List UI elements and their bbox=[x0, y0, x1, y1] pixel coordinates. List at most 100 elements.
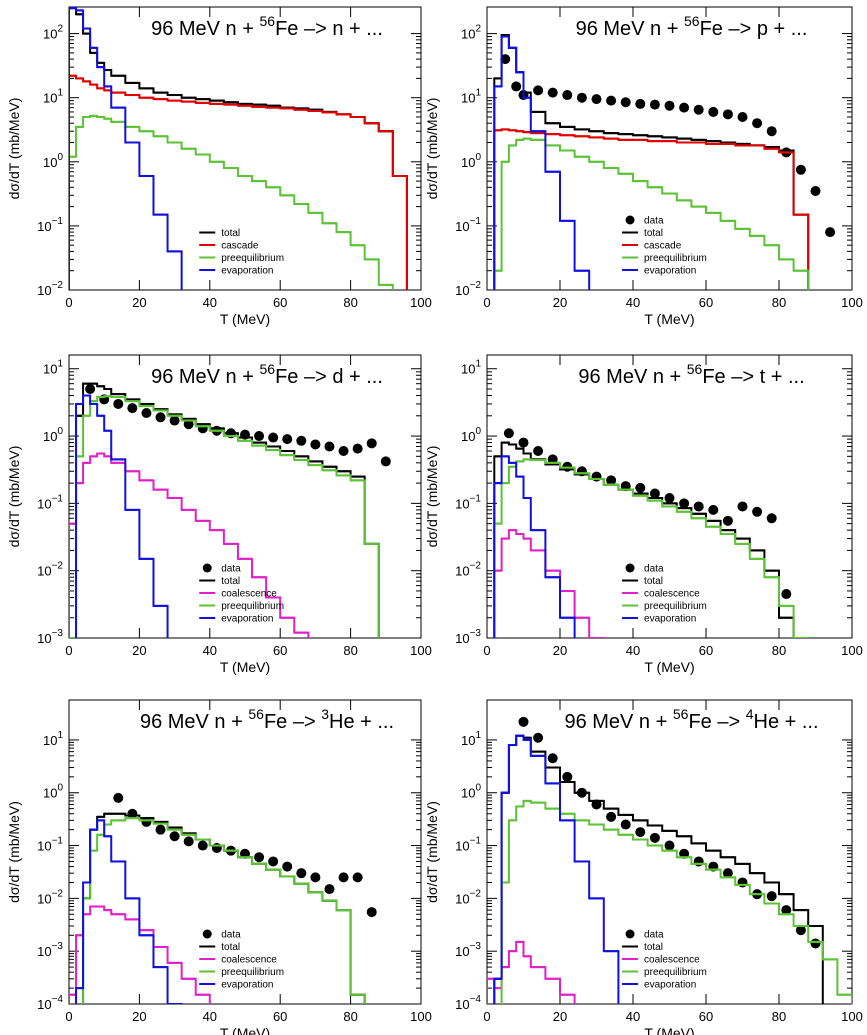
y-tick-exponent: −1 bbox=[52, 493, 64, 504]
y-tick-exponent: −3 bbox=[470, 628, 482, 639]
data-point bbox=[635, 827, 646, 838]
chart-title: 96 MeV n + 56Fe –> d + ... bbox=[151, 361, 383, 388]
data-point bbox=[664, 493, 675, 504]
y-tick-label: 10−2 bbox=[455, 888, 481, 906]
y-tick-exponent: −3 bbox=[52, 941, 64, 952]
y-tick-exponent: 1 bbox=[475, 730, 481, 741]
chart-title: 96 MeV n + 56Fe –> t + ... bbox=[578, 361, 804, 388]
data-point bbox=[380, 456, 391, 467]
y-tick-exponent: −3 bbox=[470, 941, 482, 952]
data-point bbox=[810, 186, 821, 197]
data-point bbox=[576, 92, 587, 103]
data-point bbox=[127, 403, 138, 414]
data-point bbox=[518, 437, 529, 448]
data-point bbox=[722, 515, 733, 526]
legend-label: preequilibrium bbox=[221, 967, 284, 978]
legend-label: evaporation bbox=[221, 614, 273, 625]
data-point bbox=[679, 102, 690, 113]
data-point bbox=[533, 732, 544, 743]
legend-label: data bbox=[644, 216, 664, 227]
data-point bbox=[825, 227, 836, 238]
data-point bbox=[737, 111, 748, 122]
y-tick-exponent: −1 bbox=[470, 216, 482, 227]
x-tick-label: 20 bbox=[132, 1009, 146, 1024]
y-tick-base: 10 bbox=[43, 91, 57, 106]
data-point bbox=[282, 861, 293, 872]
y-tick-base: 10 bbox=[455, 496, 469, 511]
data-point bbox=[211, 842, 222, 853]
y-tick-base: 10 bbox=[37, 839, 51, 854]
y-tick-label: 10−2 bbox=[455, 280, 481, 298]
y-tick-exponent: 0 bbox=[475, 152, 481, 163]
y-tick-label: 102 bbox=[43, 24, 63, 42]
data-point bbox=[795, 925, 806, 936]
x-tick-label: 100 bbox=[841, 295, 863, 310]
data-point bbox=[366, 907, 377, 918]
legend-label: coalescence bbox=[644, 955, 700, 966]
legend-label: total bbox=[221, 576, 240, 587]
legend-label: data bbox=[221, 564, 241, 575]
y-tick-exponent: 1 bbox=[57, 730, 63, 741]
chart-title: 96 MeV n + 56Fe –> p + ... bbox=[576, 13, 808, 40]
legend-label: evaporation bbox=[644, 980, 696, 991]
plot-frame bbox=[486, 6, 853, 291]
data-point bbox=[352, 443, 363, 454]
x-tick-label: 60 bbox=[273, 643, 287, 658]
data-point bbox=[338, 445, 349, 456]
data-point bbox=[240, 848, 250, 859]
legend-label: coalescence bbox=[221, 589, 277, 600]
histogram-outline bbox=[69, 7, 183, 290]
x-tick-label: 20 bbox=[553, 1009, 567, 1024]
y-tick-exponent: 0 bbox=[475, 426, 481, 437]
x-tick-label: 40 bbox=[626, 295, 640, 310]
x-tick-label: 0 bbox=[483, 1009, 490, 1024]
x-tick-label: 60 bbox=[273, 1009, 287, 1024]
legend-label: cascade bbox=[221, 241, 259, 252]
y-tick-label: 100 bbox=[461, 783, 481, 801]
y-tick-exponent: −2 bbox=[470, 280, 482, 291]
y-axis-label: dσ/dT (mb/MeV) bbox=[6, 446, 22, 548]
y-tick-exponent: −1 bbox=[470, 836, 482, 847]
y-tick-base: 10 bbox=[37, 564, 51, 579]
data-point bbox=[562, 90, 573, 101]
plot-area bbox=[493, 34, 836, 290]
x-tick-label: 80 bbox=[772, 295, 786, 310]
title-text: Fe –> d + ... bbox=[275, 366, 383, 388]
x-tick-label: 100 bbox=[410, 1009, 432, 1024]
x-tick-label: 40 bbox=[626, 1009, 640, 1024]
x-axis-label: T (MeV) bbox=[220, 1025, 270, 1035]
data-point bbox=[197, 840, 208, 851]
x-tick-label: 20 bbox=[553, 295, 567, 310]
y-tick-label: 10−2 bbox=[37, 888, 63, 906]
legend-label: cascade bbox=[644, 241, 682, 252]
y-tick-label: 10−2 bbox=[37, 280, 63, 298]
data-point bbox=[169, 415, 180, 426]
x-tick-label: 60 bbox=[699, 1009, 713, 1024]
histogram-outline bbox=[69, 452, 310, 638]
histogram-outline bbox=[493, 529, 605, 638]
y-tick-label: 10−2 bbox=[455, 561, 481, 579]
data-point bbox=[635, 482, 646, 493]
y-tick-label: 101 bbox=[43, 88, 63, 106]
data-point bbox=[310, 872, 321, 883]
y-tick-label: 100 bbox=[43, 783, 63, 801]
legend-marker bbox=[202, 929, 212, 939]
y-tick-base: 10 bbox=[455, 564, 469, 579]
title-text: 96 MeV n + bbox=[576, 18, 684, 40]
y-tick-base: 10 bbox=[43, 733, 57, 748]
plot-area bbox=[493, 428, 810, 638]
chart-title: 96 MeV n + 56Fe –> n + ... bbox=[151, 13, 383, 40]
title-text: Fe –> t + ... bbox=[702, 366, 804, 388]
y-axis-label: dσ/dT (mb/MeV) bbox=[424, 446, 440, 548]
legend-label: total bbox=[644, 942, 663, 953]
x-tick-label: 60 bbox=[699, 643, 713, 658]
y-tick-base: 10 bbox=[455, 839, 469, 854]
data-point bbox=[810, 938, 821, 949]
x-tick-label: 60 bbox=[273, 295, 287, 310]
data-point bbox=[338, 872, 349, 883]
y-axis-label: dσ/dT (mb/MeV) bbox=[424, 98, 440, 200]
y-tick-base: 10 bbox=[37, 944, 51, 959]
title-text: He + ... bbox=[329, 711, 394, 733]
legend-label: data bbox=[221, 930, 241, 941]
